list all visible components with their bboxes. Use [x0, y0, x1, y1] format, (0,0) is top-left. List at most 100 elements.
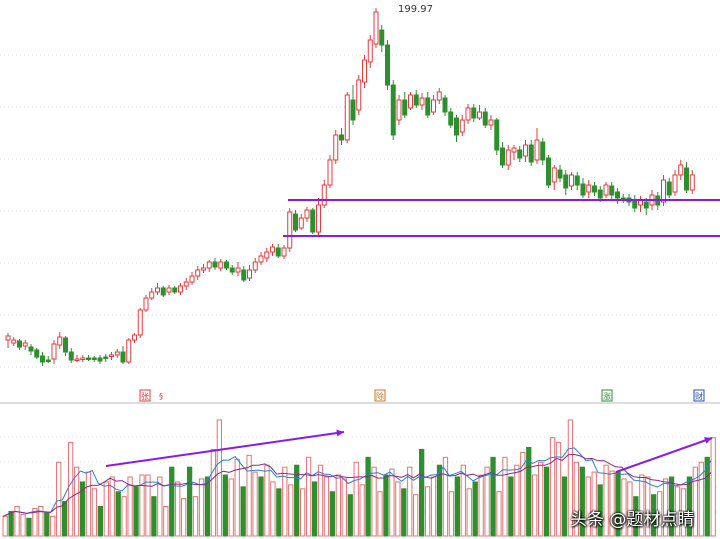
volume-bar	[472, 481, 478, 537]
candle-body	[477, 111, 482, 119]
candle-body	[557, 169, 563, 179]
volume-bar	[175, 481, 181, 537]
volume-bar	[216, 419, 222, 537]
candle-body	[684, 167, 689, 191]
volume-bar	[198, 478, 205, 537]
candle-body	[40, 355, 45, 363]
candle-body	[592, 185, 597, 193]
candle-body	[120, 351, 126, 363]
volume-bar	[240, 486, 246, 537]
volume-bar	[365, 456, 371, 537]
candle-body	[218, 261, 224, 269]
volume-bar	[91, 488, 98, 537]
volume-bar	[603, 464, 609, 537]
candle-body	[459, 119, 465, 133]
volume-bar	[478, 474, 484, 537]
candle-body	[68, 351, 74, 361]
volume-bar	[532, 474, 538, 537]
volume-bar	[300, 488, 306, 537]
candle-body	[258, 255, 264, 263]
volume-bar	[591, 471, 597, 537]
volume-bar	[145, 474, 151, 537]
volume-bar	[294, 464, 300, 537]
candle-body	[201, 267, 206, 271]
volume-bar	[246, 454, 252, 537]
candle-body	[132, 334, 137, 341]
volume-bar	[401, 488, 407, 537]
volume-bar	[258, 476, 264, 537]
candle-body	[574, 175, 580, 186]
volume-bar	[109, 476, 115, 537]
volume-bar	[97, 506, 103, 537]
candle-body	[5, 335, 11, 341]
candle-body	[212, 261, 218, 268]
volume-bar	[127, 476, 133, 537]
volume-bar	[389, 468, 395, 537]
volume-bar	[585, 476, 591, 537]
candle-body	[563, 174, 569, 189]
candle-body	[183, 281, 189, 287]
volume-bar	[335, 474, 342, 537]
candle-body	[356, 79, 362, 111]
volume-bar	[282, 466, 288, 537]
volume-bar	[651, 494, 657, 537]
candle-body	[22, 342, 28, 347]
volume-bar	[692, 466, 699, 537]
volume-bar	[85, 471, 92, 537]
candle-body	[517, 149, 523, 159]
volume-bar	[157, 476, 163, 537]
volume-bar	[264, 464, 270, 537]
volume-bar	[103, 481, 109, 537]
volume-bar	[79, 481, 86, 537]
candle-body	[189, 275, 195, 283]
volume-bar	[579, 466, 585, 537]
candle-body	[373, 11, 379, 45]
volume-bar	[633, 496, 639, 537]
candle-body	[442, 97, 448, 113]
candle-body	[321, 184, 327, 206]
trend-arrow-right	[615, 437, 713, 473]
candle-body	[252, 261, 258, 271]
volume-bar	[609, 470, 615, 537]
candle-body	[569, 174, 574, 187]
volume-bar	[662, 478, 669, 537]
volume-bar	[192, 496, 199, 537]
volume-bar	[62, 501, 68, 537]
volume-bar	[419, 448, 425, 537]
candle-body	[678, 164, 684, 176]
candle-body	[523, 144, 528, 157]
volume-bar	[597, 484, 603, 537]
candle-body	[586, 184, 592, 193]
candle-body	[224, 261, 229, 269]
candle-body	[28, 346, 34, 352]
chart-grid	[0, 54, 720, 513]
candle-body	[367, 39, 373, 63]
candle-body	[454, 117, 459, 136]
candle-body	[126, 339, 132, 363]
candle-body	[471, 107, 477, 119]
candle-body	[344, 94, 350, 141]
volume-bar	[169, 466, 175, 537]
candle-body	[178, 285, 183, 293]
volume-ma-long	[2, 453, 712, 517]
volume-bar	[311, 481, 318, 537]
volume-bar	[710, 437, 716, 537]
volume-bar	[151, 496, 157, 537]
volume-bar	[549, 437, 556, 537]
volume-bar	[67, 442, 74, 537]
candle-body	[97, 357, 103, 362]
volume-bar	[561, 476, 568, 537]
volume-bar	[567, 419, 574, 537]
candle-body	[540, 141, 546, 161]
volume-bar	[526, 447, 532, 537]
volume-moving-averages	[2, 447, 712, 517]
volume-bar	[674, 486, 681, 537]
candle-body	[143, 297, 149, 311]
candle-body	[385, 44, 390, 86]
volume-bar	[442, 456, 449, 537]
candle-body	[264, 251, 270, 259]
volume-bar	[395, 481, 401, 537]
candle-body	[80, 357, 86, 360]
volume-bar	[32, 507, 38, 537]
volume-bar	[73, 466, 80, 537]
